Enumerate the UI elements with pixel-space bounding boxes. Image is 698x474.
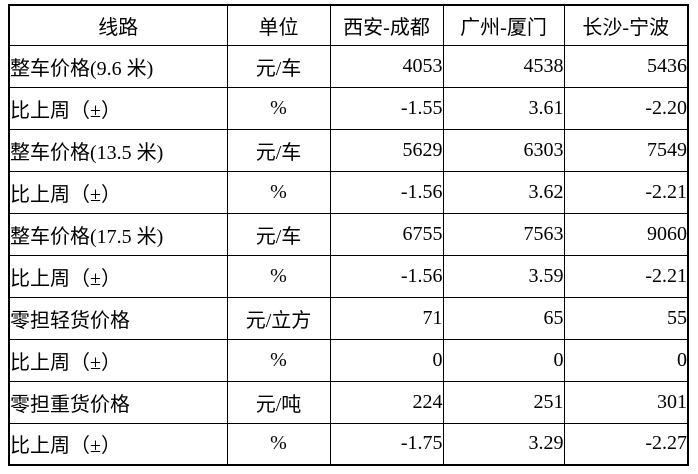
row-unit: % xyxy=(226,422,331,466)
table-row: 零担轻货价格 元/立方 71 65 55 xyxy=(8,296,689,340)
row-label: 比上周（±） xyxy=(8,254,228,298)
cell-value: 301 xyxy=(563,380,689,424)
cell-value: 3.29 xyxy=(442,422,565,466)
row-unit: 元/车 xyxy=(226,128,331,172)
cell-value: -2.21 xyxy=(563,254,689,298)
column-header-guangzhou-xiamen: 广州-厦门 xyxy=(442,4,565,46)
header-row: 线路 单位 西安-成都 广州-厦门 长沙-宁波 xyxy=(8,4,689,46)
cell-value: -1.75 xyxy=(329,422,444,466)
table-row: 整车价格(17.5 米) 元/车 6755 7563 9060 xyxy=(8,212,689,256)
cell-value: 0 xyxy=(329,338,444,382)
row-unit: % xyxy=(226,170,331,214)
row-unit: 元/车 xyxy=(226,44,331,88)
cell-value: 4538 xyxy=(442,44,565,88)
cell-value: 55 xyxy=(563,296,689,340)
row-unit: 元/车 xyxy=(226,212,331,256)
table-row: 整车价格(13.5 米) 元/车 5629 6303 7549 xyxy=(8,128,689,172)
row-unit: % xyxy=(226,86,331,130)
cell-value: -2.20 xyxy=(563,86,689,130)
cell-value: 3.62 xyxy=(442,170,565,214)
row-label: 零担重货价格 xyxy=(8,380,228,424)
cell-value: 3.59 xyxy=(442,254,565,298)
freight-price-table: 线路 单位 西安-成都 广州-厦门 长沙-宁波 整车价格(9.6 米) 元/车 … xyxy=(8,4,689,466)
cell-value: 5436 xyxy=(563,44,689,88)
table-row: 零担重货价格 元/吨 224 251 301 xyxy=(8,380,689,424)
cell-value: 0 xyxy=(563,338,689,382)
cell-value: 5629 xyxy=(329,128,444,172)
table-row: 比上周（±） % 0 0 0 xyxy=(8,338,689,382)
table-row: 比上周（±） % -1.75 3.29 -2.27 xyxy=(8,422,689,466)
table-row: 比上周（±） % -1.56 3.59 -2.21 xyxy=(8,254,689,298)
row-label: 整车价格(13.5 米) xyxy=(8,128,228,172)
row-label: 零担轻货价格 xyxy=(8,296,228,340)
cell-value: 6303 xyxy=(442,128,565,172)
row-unit: 元/吨 xyxy=(226,380,331,424)
row-label: 比上周（±） xyxy=(8,422,228,466)
cell-value: 0 xyxy=(442,338,565,382)
cell-value: -2.27 xyxy=(563,422,689,466)
cell-value: 9060 xyxy=(563,212,689,256)
row-label: 比上周（±） xyxy=(8,338,228,382)
table-row: 比上周（±） % -1.56 3.62 -2.21 xyxy=(8,170,689,214)
row-label: 整车价格(17.5 米) xyxy=(8,212,228,256)
cell-value: 3.61 xyxy=(442,86,565,130)
cell-value: 7549 xyxy=(563,128,689,172)
cell-value: 6755 xyxy=(329,212,444,256)
row-unit: % xyxy=(226,254,331,298)
cell-value: 224 xyxy=(329,380,444,424)
row-unit: 元/立方 xyxy=(226,296,331,340)
column-header-changsha-ningbo: 长沙-宁波 xyxy=(563,4,689,46)
row-label: 比上周（±） xyxy=(8,170,228,214)
column-header-xian-chengdu: 西安-成都 xyxy=(329,4,444,46)
cell-value: -1.56 xyxy=(329,254,444,298)
cell-value: -1.56 xyxy=(329,170,444,214)
column-header-unit: 单位 xyxy=(226,4,331,46)
row-unit: % xyxy=(226,338,331,382)
cell-value: 65 xyxy=(442,296,565,340)
row-label: 整车价格(9.6 米) xyxy=(8,44,228,88)
cell-value: 251 xyxy=(442,380,565,424)
column-header-route: 线路 xyxy=(8,4,228,46)
cell-value: 4053 xyxy=(329,44,444,88)
cell-value: 7563 xyxy=(442,212,565,256)
cell-value: 71 xyxy=(329,296,444,340)
row-label: 比上周（±） xyxy=(8,86,228,130)
cell-value: -1.55 xyxy=(329,86,444,130)
table-row: 整车价格(9.6 米) 元/车 4053 4538 5436 xyxy=(8,44,689,88)
cell-value: -2.21 xyxy=(563,170,689,214)
table-row: 比上周（±） % -1.55 3.61 -2.20 xyxy=(8,86,689,130)
